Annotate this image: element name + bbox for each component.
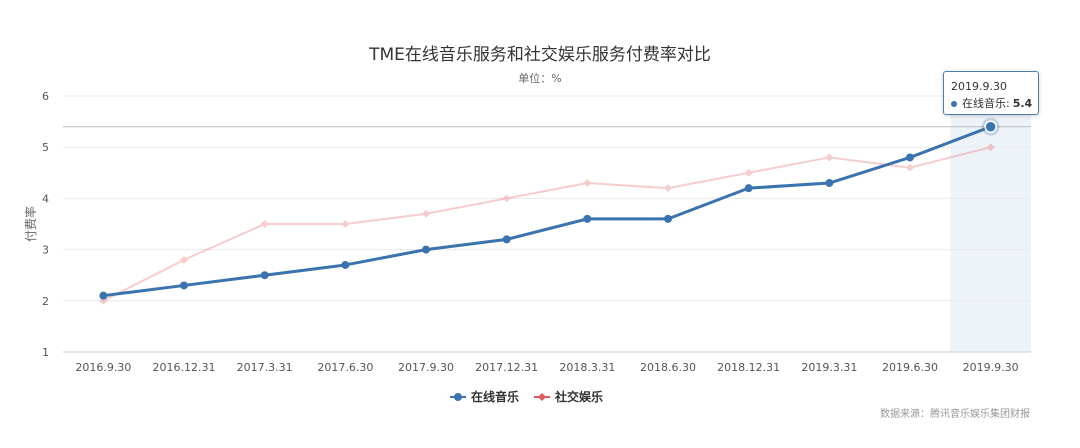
- x-tick-label: 2017.12.31: [475, 361, 538, 374]
- data-point[interactable]: [825, 179, 834, 188]
- x-tick-label: 2018.3.31: [559, 361, 615, 374]
- x-tick-label: 2016.9.30: [75, 361, 131, 374]
- tooltip-date: 2019.9.30: [951, 80, 1007, 93]
- data-point[interactable]: [583, 214, 592, 223]
- x-tick-label: 2019.9.30: [963, 361, 1019, 374]
- y-tick-label: 5: [42, 141, 49, 154]
- data-point[interactable]: [744, 184, 753, 193]
- data-point[interactable]: [180, 281, 188, 290]
- legend-label-social-entertainment: 社交娱乐: [554, 389, 603, 404]
- y-axis-label: 付费率: [23, 206, 38, 242]
- x-tick-label: 2018.12.31: [717, 361, 780, 374]
- legend-item-social-entertainment[interactable]: 社交娱乐: [534, 389, 603, 404]
- series-social-entertainment: [99, 143, 995, 305]
- data-point[interactable]: [825, 153, 834, 162]
- y-tick-label: 2: [42, 295, 49, 308]
- y-tick-label: 6: [42, 90, 49, 103]
- y-axis-ticks: 1 2 3 4 5 6: [42, 90, 49, 359]
- data-point[interactable]: [906, 163, 914, 172]
- x-axis-ticks: 2016.9.30 2016.12.31 2017.3.31 2017.6.30 201…: [75, 361, 1018, 374]
- data-point[interactable]: [502, 235, 511, 244]
- x-tick-label: 2017.9.30: [398, 361, 454, 374]
- x-tick-label: 2018.6.30: [640, 361, 696, 374]
- data-point[interactable]: [180, 255, 188, 264]
- y-tick-label: 3: [42, 244, 49, 257]
- legend-label-online-music: 在线音乐: [471, 389, 519, 404]
- data-point[interactable]: [341, 220, 350, 228]
- series-line: [102, 146, 991, 302]
- data-point[interactable]: [744, 168, 753, 177]
- tooltip-series-dot: [951, 101, 957, 107]
- x-tick-label: 2019.6.30: [882, 361, 938, 374]
- tooltip: 2019.9.30 在线音乐: 5.4: [943, 71, 1039, 115]
- series-online-music: [99, 117, 1000, 300]
- data-point[interactable]: [984, 120, 997, 133]
- data-point[interactable]: [664, 184, 672, 193]
- x-tick-label: 2019.3.31: [801, 361, 857, 374]
- data-point[interactable]: [341, 260, 350, 269]
- data-point[interactable]: [422, 245, 430, 254]
- legend: 在线音乐 社交娱乐: [450, 389, 603, 404]
- tooltip-value: 5.4: [1012, 97, 1033, 110]
- x-tick-label: 2017.3.31: [237, 361, 293, 374]
- chart-title: TME在线音乐服务和社交娱乐服务付费率对比: [368, 45, 711, 65]
- tooltip-row: 在线音乐: 5.4: [951, 95, 1032, 111]
- x-tick-label: 2017.6.30: [317, 361, 373, 374]
- data-point[interactable]: [99, 291, 108, 300]
- data-point[interactable]: [583, 179, 592, 188]
- series-layer: [99, 117, 1000, 305]
- legend-item-online-music[interactable]: 在线音乐: [450, 389, 519, 404]
- series-line: [103, 125, 992, 298]
- x-tick-label: 2016.12.31: [153, 361, 216, 374]
- y-tick-label: 4: [42, 192, 49, 205]
- data-point[interactable]: [906, 153, 914, 162]
- data-point[interactable]: [664, 214, 672, 223]
- y-tick-label: 1: [42, 346, 49, 359]
- data-point[interactable]: [502, 194, 511, 203]
- tooltip-series-label: 在线音乐:: [962, 97, 1010, 110]
- highlight-band: [950, 96, 1031, 352]
- gridlines: [63, 95, 1031, 353]
- data-source: 数据来源：腾讯音乐娱乐集团财报: [880, 407, 1030, 420]
- chart-subtitle: 单位：%: [518, 71, 561, 85]
- data-point[interactable]: [986, 143, 995, 152]
- data-point[interactable]: [260, 220, 269, 228]
- data-point[interactable]: [260, 271, 269, 280]
- data-point[interactable]: [422, 209, 430, 218]
